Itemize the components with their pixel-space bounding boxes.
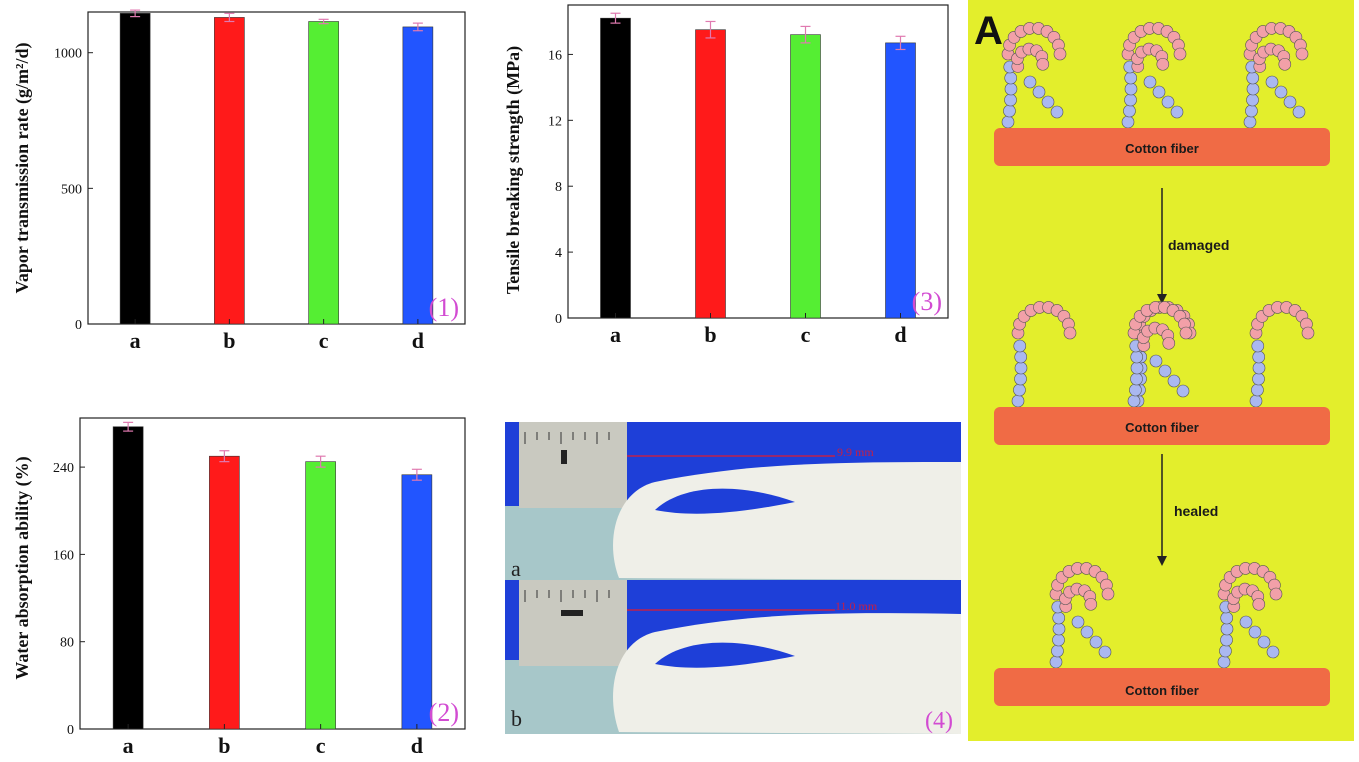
photo-panel: 9.9 mm a 11.0 mm b (4) xyxy=(505,422,961,734)
plot-frame xyxy=(79,417,466,730)
polymer-chains-healed xyxy=(1049,562,1283,669)
bar-b xyxy=(209,455,240,730)
y-tick-label: 4 xyxy=(555,246,562,261)
y-tick-label: 12 xyxy=(548,114,562,129)
y-axis-label: Vapor transmission rate (g/m²/d) xyxy=(12,43,33,294)
y-tick-label: 0 xyxy=(75,318,82,333)
bar-c xyxy=(790,34,821,319)
panel-label: (1) xyxy=(429,293,459,322)
x-tick-label-b: b xyxy=(704,322,716,347)
x-tick-label-a: a xyxy=(610,322,621,347)
measure-label-top: 9.9 mm xyxy=(837,445,874,459)
bar-a xyxy=(112,426,144,730)
x-tick-label-b: b xyxy=(223,328,235,353)
cotton-fiber-2 xyxy=(994,407,1330,445)
healing-schematic: A Cotton fiber damaged Cotton fiber heal… xyxy=(968,0,1354,741)
bar-d xyxy=(401,474,433,730)
measure-label-bottom: 11.0 mm xyxy=(835,599,878,613)
bar-b xyxy=(695,29,726,319)
cotton-fiber-3 xyxy=(994,668,1330,706)
bar-b xyxy=(214,17,245,325)
cotton-fiber-label-1: Cotton fiber xyxy=(1125,141,1199,156)
panel-label: (3) xyxy=(912,287,942,316)
chart-vapor: 0 500 1000 Vapor transmission rate (g/m²/d)… xyxy=(12,9,466,353)
y-tick-label: 1000 xyxy=(54,47,82,62)
panel-label: (2) xyxy=(429,698,459,727)
x-tick-label-d: d xyxy=(411,733,423,757)
photo-label-b: b xyxy=(511,706,522,731)
x-tick-label-a: a xyxy=(130,328,141,353)
plot-frame xyxy=(87,11,466,325)
bar-a xyxy=(600,17,631,319)
fabric-bottom xyxy=(613,613,961,734)
cotton-fiber-label-3: Cotton fiber xyxy=(1125,683,1199,698)
x-tick-label-c: c xyxy=(316,733,326,757)
panel-label-4: (4) xyxy=(925,708,953,734)
bar-d xyxy=(402,26,434,325)
bar-a xyxy=(119,13,151,325)
polymer-chains-intact xyxy=(1001,22,1309,129)
y-tick-label: 500 xyxy=(61,182,82,197)
x-tick-label-b: b xyxy=(218,733,230,757)
bar-c xyxy=(308,21,339,325)
bar-c xyxy=(305,461,336,730)
y-axis-label: Tensile breaking strength (MPa) xyxy=(503,46,524,294)
chart-tensile-panel: 0 4 8 12 16 Tensile breaking strength (MPa) a b… xyxy=(495,0,965,360)
arrow-damaged-label: damaged xyxy=(1168,237,1229,253)
y-tick-label: 160 xyxy=(53,548,74,563)
y-tick-label: 240 xyxy=(53,461,74,476)
y-tick-label: 80 xyxy=(60,636,74,651)
fabric-photo: 9.9 mm a 11.0 mm b (4) xyxy=(505,422,961,734)
y-tick-label: 0 xyxy=(555,312,562,327)
polymer-chains-damaged xyxy=(1011,301,1315,408)
chart-vapor-panel: 0 500 1000 Vapor transmission rate (g/m²/d)… xyxy=(0,0,480,360)
y-tick-label: 0 xyxy=(67,723,74,738)
y-axis-label: Water absorption ability (%) xyxy=(12,456,33,679)
arrow-healed-label: healed xyxy=(1174,503,1218,519)
chart-water: 0 80 160 240 Water absorption ability (%) a b c… xyxy=(12,417,466,758)
x-tick-label-a: a xyxy=(123,733,134,757)
x-tick-label-c: c xyxy=(801,322,811,347)
x-tick-label-d: d xyxy=(412,328,424,353)
y-tick-label: 8 xyxy=(555,180,562,195)
plot-frame xyxy=(567,4,949,319)
bar-d xyxy=(885,42,916,319)
cotton-fiber-label-2: Cotton fiber xyxy=(1125,420,1199,435)
cotton-fiber-1 xyxy=(994,128,1330,166)
schematic-letter: A xyxy=(974,9,1003,53)
chart-water-panel: 0 80 160 240 Water absorption ability (%) a b c… xyxy=(0,400,480,758)
x-tick-label-c: c xyxy=(319,328,329,353)
y-tick-label: 16 xyxy=(548,48,562,63)
chart-tensile: 0 4 8 12 16 Tensile breaking strength (MPa) a b… xyxy=(503,4,949,347)
x-tick-label-d: d xyxy=(894,322,906,347)
photo-label-a: a xyxy=(511,556,521,581)
